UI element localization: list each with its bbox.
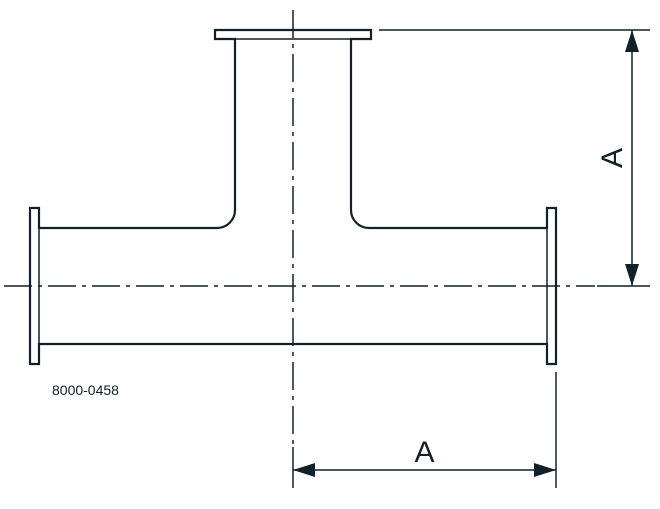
dim-arrowhead-icon (534, 463, 556, 477)
dim-label-bottom: A (414, 436, 434, 469)
dim-arrowhead-icon (625, 264, 639, 286)
dim-label-right: A (596, 148, 629, 168)
part-number: 8000-0458 (52, 382, 119, 398)
tee-fitting-drawing: A A 8000-0458 (0, 0, 660, 509)
dim-arrowhead-icon (293, 463, 315, 477)
dim-arrowhead-icon (625, 30, 639, 52)
